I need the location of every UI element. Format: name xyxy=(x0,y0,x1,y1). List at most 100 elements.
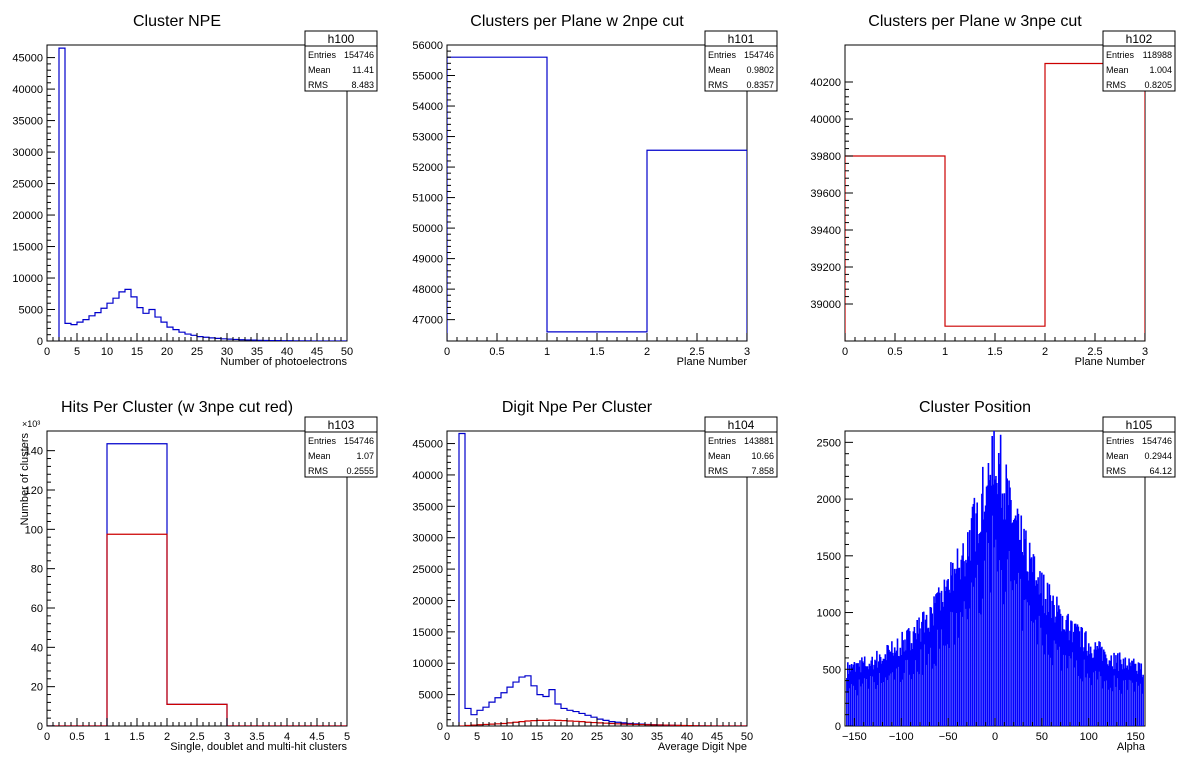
stats-box-name: h105 xyxy=(1126,418,1153,432)
x-tick-label: 0.5 xyxy=(887,346,902,358)
y-tick-label: 10000 xyxy=(412,658,443,670)
stats-row-key: RMS xyxy=(1106,80,1126,90)
plot-frame xyxy=(446,44,748,342)
x-tick-label: 10 xyxy=(501,731,513,743)
y-tick-label: 30000 xyxy=(12,147,43,159)
x-tick-label: 15 xyxy=(531,731,543,743)
x-tick-label: 3.5 xyxy=(249,731,264,743)
x-tick-label: 20 xyxy=(561,731,573,743)
stats-row-value: 7.858 xyxy=(751,466,774,476)
y-tick-label: 10000 xyxy=(12,273,43,285)
x-tick-label: −100 xyxy=(889,731,914,743)
stats-box-frame xyxy=(704,416,778,478)
stats-box-name: h103 xyxy=(328,418,355,432)
x-tick-label: 40 xyxy=(681,731,693,743)
stats-row-key: Mean xyxy=(1106,65,1129,75)
x-tick-label: 5 xyxy=(344,731,350,743)
stats-row-value: 118988 xyxy=(1143,50,1172,60)
y-tick-label: 47000 xyxy=(412,315,443,327)
y-tick-label: 0 xyxy=(437,721,443,733)
data-layer xyxy=(845,62,1145,341)
y-tick-label: 35000 xyxy=(412,501,443,513)
stats-row-key: RMS xyxy=(308,466,328,476)
y-tick-label: 40000 xyxy=(12,84,43,96)
x-tick-label: 45 xyxy=(711,731,723,743)
histogram-series-1 xyxy=(845,62,1145,341)
y-tick-label: 2000 xyxy=(817,494,841,506)
y-tick-label: 39800 xyxy=(810,151,841,163)
x-axis-label: Average Digit Npe xyxy=(658,741,747,753)
x-tick-label: 2.5 xyxy=(189,731,204,743)
x-tick-label: 1 xyxy=(544,346,550,358)
stats-row-key: Entries xyxy=(708,436,737,446)
y-tick-label: 51000 xyxy=(412,193,443,205)
y-axis-label: Number of clusters xyxy=(19,433,31,526)
y-tick-label: 100 xyxy=(25,524,43,536)
x-tick-label: 20 xyxy=(161,346,173,358)
stats-row-value: 1.004 xyxy=(1149,65,1172,75)
x-tick-label: 50 xyxy=(341,346,353,358)
y-tick-label: 500 xyxy=(823,664,841,676)
x-tick-label: 10 xyxy=(101,346,113,358)
stats-row-value: 10.66 xyxy=(751,451,774,461)
stats-row-value: 0.2944 xyxy=(1144,451,1172,461)
histogram-series-2 xyxy=(47,533,347,726)
y-tick-label: 0 xyxy=(37,336,43,348)
x-axis-label: Alpha xyxy=(1117,741,1146,753)
stats-box-frame xyxy=(704,30,778,92)
stats-box-name: h101 xyxy=(728,32,755,46)
histogram-panel-3: Clusters per Plane w 3npe cut 39000 39200 3… xyxy=(810,13,1176,368)
x-tick-label: 5 xyxy=(474,731,480,743)
stats-row-value: 0.2555 xyxy=(346,466,374,476)
y-tick-label: 48000 xyxy=(412,284,443,296)
y-tick-label: 0 xyxy=(37,721,43,733)
stats-row-key: Mean xyxy=(308,451,331,461)
stats-row-value: 1.07 xyxy=(356,451,374,461)
stats-row-key: Mean xyxy=(708,451,731,461)
y-tick-label: 39200 xyxy=(810,262,841,274)
stats-row-key: Entries xyxy=(1106,50,1135,60)
y-tick-label: 56000 xyxy=(412,40,443,52)
stats-box: h104 Entries 143881 Mean 10.66 RMS 7.858 xyxy=(704,416,778,478)
data-layer xyxy=(47,443,347,726)
y-tick-label: 40000 xyxy=(412,470,443,482)
stats-box: h101 Entries 154746 Mean 0.9802 RMS 0.8357 xyxy=(704,30,778,92)
y-tick-label: 50000 xyxy=(412,223,443,235)
stats-row-value: 154746 xyxy=(1142,436,1172,446)
chart-title: Cluster Position xyxy=(919,399,1031,416)
stats-box-frame xyxy=(304,30,378,92)
y-tick-label: 55000 xyxy=(412,71,443,83)
stats-row-key: Mean xyxy=(308,65,331,75)
stats-row-value: 64.12 xyxy=(1149,466,1172,476)
chart-title: Hits Per Cluster (w 3npe cut red) xyxy=(61,399,293,416)
x-tick-label: 50 xyxy=(741,731,753,743)
histogram-panel-1: Cluster NPE 0 5000 10000 15000 20000 25000 3000… xyxy=(12,13,378,368)
stats-row-key: Entries xyxy=(1106,436,1135,446)
y-tick-label: 25000 xyxy=(412,564,443,576)
chart-title: Cluster NPE xyxy=(133,13,221,30)
stats-row-key: RMS xyxy=(708,466,728,476)
y-tick-label: 20000 xyxy=(12,210,43,222)
x-tick-label: 15 xyxy=(131,346,143,358)
y-tick-label: 0 xyxy=(835,721,841,733)
x-tick-label: 2 xyxy=(164,731,170,743)
stats-row-key: Entries xyxy=(308,436,337,446)
x-tick-label: 0 xyxy=(992,731,998,743)
histogram-series-1 xyxy=(47,443,347,726)
stats-row-value: 0.8357 xyxy=(746,80,774,90)
x-tick-label: 100 xyxy=(1080,731,1098,743)
x-tick-label: 25 xyxy=(191,346,203,358)
x-tick-label: 40 xyxy=(281,346,293,358)
stats-row-key: Entries xyxy=(708,50,737,60)
y-tick-label: 35000 xyxy=(12,116,43,128)
histogram-panel-2: Clusters per Plane w 2npe cut 47000 48000 4… xyxy=(412,13,778,368)
x-tick-label: 4.5 xyxy=(309,731,324,743)
x-tick-label: 1 xyxy=(104,731,110,743)
x-tick-label: 3 xyxy=(744,346,750,358)
x-tick-label: −150 xyxy=(842,731,867,743)
histogram-panel-6: Cluster Position05001000150020002500−150… xyxy=(817,399,1176,753)
y-tick-label: 1000 xyxy=(817,608,841,620)
x-tick-label: 0 xyxy=(444,731,450,743)
y-tick-label: 15000 xyxy=(12,242,43,254)
